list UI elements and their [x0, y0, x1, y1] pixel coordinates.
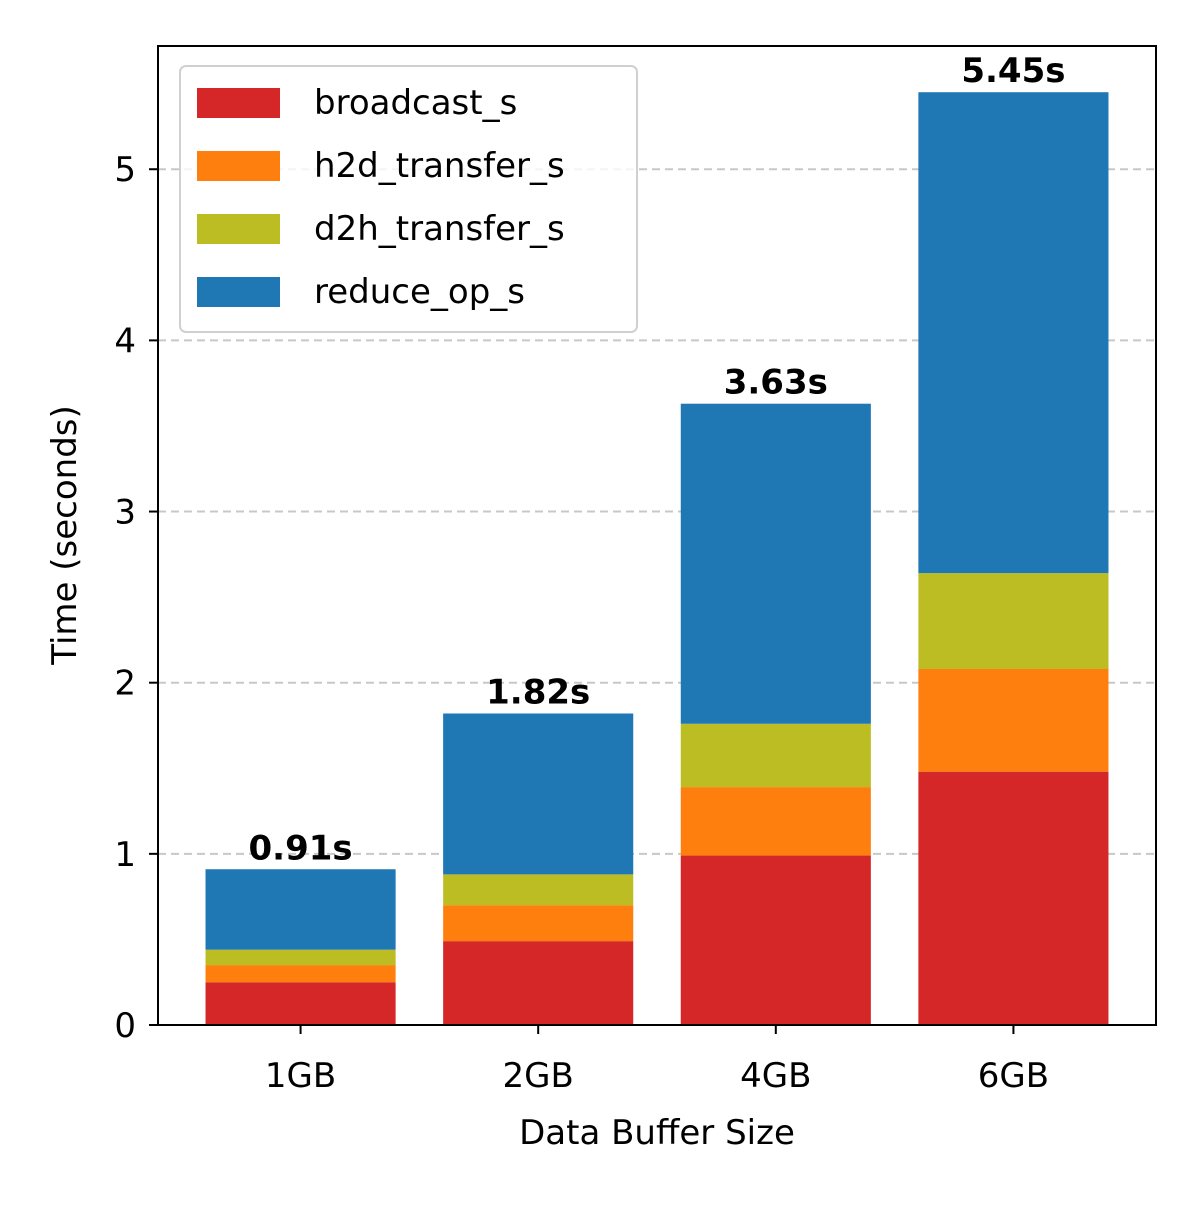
bar-h2d-transfer-s-4gb: [680, 787, 871, 856]
y-tick-label-1: 1: [114, 835, 136, 875]
bar-broadcast-s-1gb: [205, 982, 396, 1025]
legend-label-d2h-transfer-s: d2h_transfer_s: [314, 209, 565, 249]
x-tick-label-1gb: 1GB: [265, 1056, 336, 1096]
bar-reduce-op-s-1gb: [205, 869, 396, 950]
bar-h2d-transfer-s-1gb: [205, 965, 396, 983]
plot-frame: [157, 45, 1157, 1026]
bar-broadcast-s-2gb: [443, 941, 634, 1025]
y-tick-label-0: 0: [114, 1006, 136, 1046]
x-tick-label-4gb: 4GB: [740, 1056, 811, 1096]
legend-swatch-reduce-op-s: [197, 277, 280, 307]
total-label-6gb: 5.45s: [961, 51, 1065, 91]
legend-swatch-h2d-transfer-s: [197, 151, 280, 181]
bars-layer: [205, 92, 1109, 1025]
bar-d2h-transfer-s-6gb: [918, 573, 1109, 669]
x-tick-label-6gb: 6GB: [978, 1056, 1049, 1096]
y-axis-label: Time (seconds): [45, 405, 85, 666]
legend-label-h2d-transfer-s: h2d_transfer_s: [314, 146, 565, 186]
grid-layer: [158, 168, 1156, 855]
bar-d2h-transfer-s-2gb: [443, 874, 634, 906]
y-tick-label-3: 3: [114, 493, 136, 533]
bar-d2h-transfer-s-1gb: [205, 949, 396, 966]
bar-h2d-transfer-s-6gb: [918, 669, 1109, 772]
totals-layer: 0.91s 1.82s 3.63s 5.45s: [249, 51, 1066, 868]
legend-label-broadcast-s: broadcast_s: [314, 83, 517, 123]
y-tick-label-5: 5: [114, 150, 136, 190]
bar-reduce-op-s-4gb: [680, 403, 871, 724]
x-tick-label-2gb: 2GB: [503, 1056, 574, 1096]
bar-reduce-op-s-6gb: [918, 92, 1109, 574]
bar-h2d-transfer-s-2gb: [443, 905, 634, 942]
total-label-1gb: 0.91s: [249, 828, 353, 868]
total-label-2gb: 1.82s: [486, 673, 590, 713]
bar-d2h-transfer-s-4gb: [680, 723, 871, 788]
total-label-4gb: 3.63s: [724, 363, 828, 403]
bar-broadcast-s-6gb: [918, 771, 1109, 1025]
legend-box: [179, 65, 638, 333]
legend-label-reduce-op-s: reduce_op_s: [314, 272, 525, 312]
bar-broadcast-s-4gb: [680, 855, 871, 1025]
legend: broadcast_s h2d_transfer_s d2h_transfer_sr…: [179, 65, 638, 333]
y-tick-label-2: 2: [114, 664, 136, 704]
axes-layer: 0 1 2 3 4 5 1GB 2GB 4GB 6GB: [114, 45, 1157, 1096]
legend-swatch-d2h-transfer-s: [197, 214, 280, 244]
x-axis-label: Data Buffer Size: [519, 1113, 795, 1153]
legend-swatch-broadcast-s: [197, 88, 280, 118]
y-tick-label-4: 4: [114, 321, 136, 361]
bar-reduce-op-s-2gb: [443, 713, 634, 875]
